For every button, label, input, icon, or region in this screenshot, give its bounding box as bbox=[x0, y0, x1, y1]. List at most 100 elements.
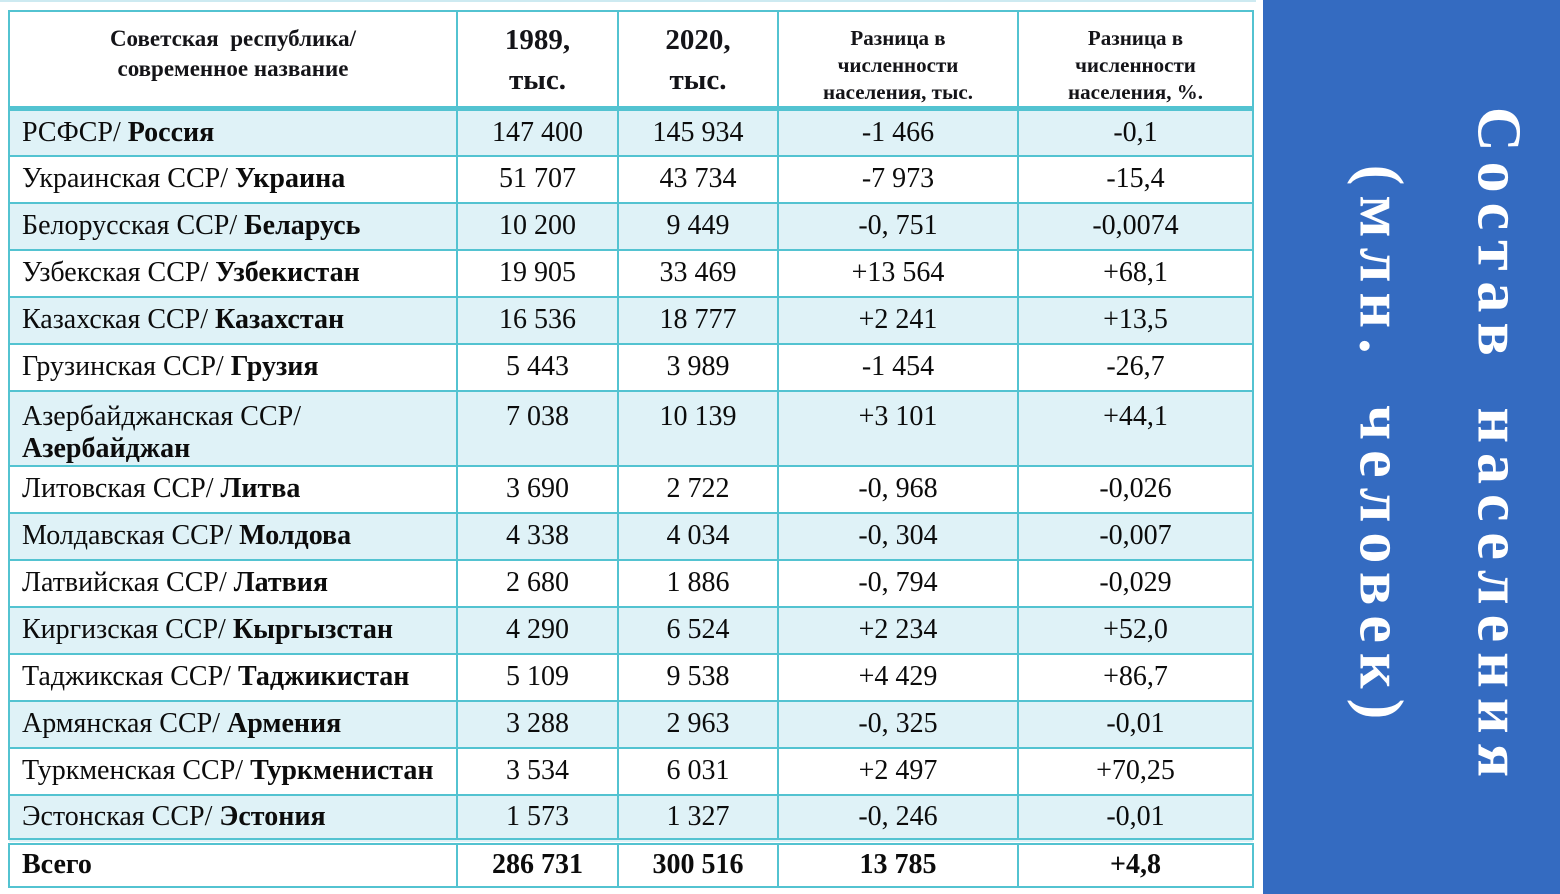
republic-soviet-name: Литовская ССР/ bbox=[22, 473, 221, 504]
republic-modern-name: Украина bbox=[234, 163, 346, 194]
republic-cell: Латвийская ССР/ Латвия bbox=[8, 558, 458, 608]
table-row: Литовская ССР/ Литва 3 690 2 722 -0, 968 -0,… bbox=[8, 464, 1254, 514]
republic-soviet-name: Молдавская ССР/ bbox=[22, 520, 240, 551]
total-percent-cell: +4,8 bbox=[1017, 838, 1254, 888]
republic-soviet-name: Грузинская ССР/ bbox=[22, 351, 231, 382]
table-row: Азербайджанская ССР/ Азербайджан 7 038 10 … bbox=[8, 389, 1254, 467]
diff-thousands-cell: -0, 794 bbox=[777, 558, 1019, 608]
total-diff-cell: 13 785 bbox=[777, 838, 1019, 888]
diff-thousands-cell: -0, 968 bbox=[777, 464, 1019, 514]
republic-modern-name: Кыргызстан bbox=[232, 614, 394, 645]
top-rule bbox=[0, 0, 1256, 2]
republic-cell: РСФСР/ Россия bbox=[8, 107, 458, 157]
republic-soviet-name: Азербайджанская ССР/ bbox=[22, 400, 301, 432]
diff-percent-cell: +68,1 bbox=[1017, 248, 1254, 298]
diff-percent-cell: +52,0 bbox=[1017, 605, 1254, 655]
total-2020-cell: 300 516 bbox=[617, 838, 779, 888]
diff-thousands-cell: +2 241 bbox=[777, 295, 1019, 345]
column-header-2: 2020, тыс. bbox=[617, 10, 779, 111]
value-2020-cell: 9 449 bbox=[617, 201, 779, 251]
diff-thousands-cell: +2 497 bbox=[777, 746, 1019, 796]
column-header-0: Советская республика/современное названи… bbox=[8, 10, 458, 111]
republic-soviet-name: РСФСР/ bbox=[22, 116, 128, 148]
column-header-1: 1989, тыс. bbox=[456, 10, 619, 111]
table-row: Белорусская ССР/ Беларусь 10 200 9 449 -0, … bbox=[8, 201, 1254, 251]
value-2020-cell: 3 989 bbox=[617, 342, 779, 392]
republic-soviet-name: Таджикская ССР/ bbox=[22, 661, 238, 692]
table-header-row: Советская республика/современное названи… bbox=[8, 10, 1254, 111]
republic-cell: Армянская ССР/ Армения bbox=[8, 699, 458, 749]
diff-percent-cell: +44,1 bbox=[1017, 389, 1254, 467]
slide-title-line2: (млн. человек) bbox=[1346, 164, 1415, 730]
republic-soviet-name: Украинская ССР/ bbox=[22, 163, 235, 194]
value-1989-cell: 10 200 bbox=[456, 201, 619, 251]
diff-thousands-cell: -0, 246 bbox=[777, 793, 1019, 843]
column-header-3: Разница в численности населения, тыс. bbox=[777, 10, 1019, 111]
diff-percent-cell: -0,026 bbox=[1017, 464, 1254, 514]
republic-modern-name: Молдова bbox=[239, 520, 352, 551]
diff-thousands-cell: -1 454 bbox=[777, 342, 1019, 392]
total-row: Всего 286 731 300 516 13 785 +4,8 bbox=[8, 838, 1254, 888]
value-2020-cell: 33 469 bbox=[617, 248, 779, 298]
table-row: Грузинская ССР/ Грузия 5 443 3 989 -1 454 -2… bbox=[8, 342, 1254, 392]
total-1989-cell: 286 731 bbox=[456, 838, 619, 888]
diff-thousands-cell: -7 973 bbox=[777, 154, 1019, 204]
republic-cell: Эстонская ССР/ Эстония bbox=[8, 793, 458, 843]
column-header-4: Разница в численности населения, %. bbox=[1017, 10, 1254, 111]
table-row: Таджикская ССР/ Таджикистан 5 109 9 538 +4 … bbox=[8, 652, 1254, 702]
value-2020-cell: 10 139 bbox=[617, 389, 779, 467]
republic-modern-name: Россия bbox=[127, 116, 215, 148]
value-2020-cell: 4 034 bbox=[617, 511, 779, 561]
republic-cell: Литовская ССР/ Литва bbox=[8, 464, 458, 514]
value-2020-cell: 1 886 bbox=[617, 558, 779, 608]
republic-soviet-name: Киргизская ССР/ bbox=[22, 614, 233, 645]
diff-percent-cell: -0,007 bbox=[1017, 511, 1254, 561]
diff-percent-cell: -0,1 bbox=[1017, 107, 1254, 157]
republic-cell: Азербайджанская ССР/ Азербайджан bbox=[8, 389, 458, 467]
diff-percent-cell: -0,029 bbox=[1017, 558, 1254, 608]
diff-percent-cell: +86,7 bbox=[1017, 652, 1254, 702]
republic-soviet-name: Армянская ССР/ bbox=[22, 708, 227, 739]
republic-soviet-name: Белорусская ССР/ bbox=[22, 210, 245, 241]
republic-modern-name: Туркменистан bbox=[250, 755, 434, 786]
republic-cell: Таджикская ССР/ Таджикистан bbox=[8, 652, 458, 702]
diff-percent-cell: -0,01 bbox=[1017, 793, 1254, 843]
diff-thousands-cell: +4 429 bbox=[777, 652, 1019, 702]
value-1989-cell: 1 573 bbox=[456, 793, 619, 843]
table-row: Эстонская ССР/ Эстония 1 573 1 327 -0, 246-… bbox=[8, 793, 1254, 843]
value-1989-cell: 5 109 bbox=[456, 652, 619, 702]
value-2020-cell: 145 934 bbox=[617, 107, 779, 157]
diff-percent-cell: -26,7 bbox=[1017, 342, 1254, 392]
republic-soviet-name: Латвийская ССР/ bbox=[22, 567, 234, 598]
total-label-cell: Всего bbox=[8, 838, 458, 888]
value-1989-cell: 147 400 bbox=[456, 107, 619, 157]
table-row: Украинская ССР/ Украина 51 707 43 734 -7 97… bbox=[8, 154, 1254, 204]
diff-thousands-cell: +2 234 bbox=[777, 605, 1019, 655]
diff-thousands-cell: +3 101 bbox=[777, 389, 1019, 467]
republic-modern-name: Литва bbox=[220, 473, 301, 504]
value-1989-cell: 19 905 bbox=[456, 248, 619, 298]
value-1989-cell: 16 536 bbox=[456, 295, 619, 345]
table-row: Узбекская ССР/ Узбекистан 19 905 33 469 +13… bbox=[8, 248, 1254, 298]
republic-modern-name: Эстония bbox=[219, 800, 326, 832]
table-row: Молдавская ССР/ Молдова 4 338 4 034 -0, 304… bbox=[8, 511, 1254, 561]
value-1989-cell: 7 038 bbox=[456, 389, 619, 467]
republic-modern-name: Узбекистан bbox=[215, 257, 360, 288]
republic-modern-name: Армения bbox=[227, 708, 342, 739]
value-2020-cell: 9 538 bbox=[617, 652, 779, 702]
republic-modern-name: Таджикистан bbox=[237, 661, 410, 692]
diff-percent-cell: -0,0074 bbox=[1017, 201, 1254, 251]
value-1989-cell: 3 288 bbox=[456, 699, 619, 749]
value-1989-cell: 5 443 bbox=[456, 342, 619, 392]
diff-percent-cell: +70,25 bbox=[1017, 746, 1254, 796]
slide-title: Состав населения (млн. человек) bbox=[1291, 0, 1560, 894]
republic-cell: Киргизская ССР/ Кыргызстан bbox=[8, 605, 458, 655]
value-1989-cell: 4 338 bbox=[456, 511, 619, 561]
republic-soviet-name: Эстонская ССР/ bbox=[22, 800, 220, 832]
value-2020-cell: 2 963 bbox=[617, 699, 779, 749]
diff-percent-cell: -15,4 bbox=[1017, 154, 1254, 204]
republic-cell: Украинская ССР/ Украина bbox=[8, 154, 458, 204]
republic-modern-name: Казахстан bbox=[215, 304, 345, 335]
republic-cell: Туркменская ССР/ Туркменистан bbox=[8, 746, 458, 796]
republic-cell: Молдавская ССР/ Молдова bbox=[8, 511, 458, 561]
